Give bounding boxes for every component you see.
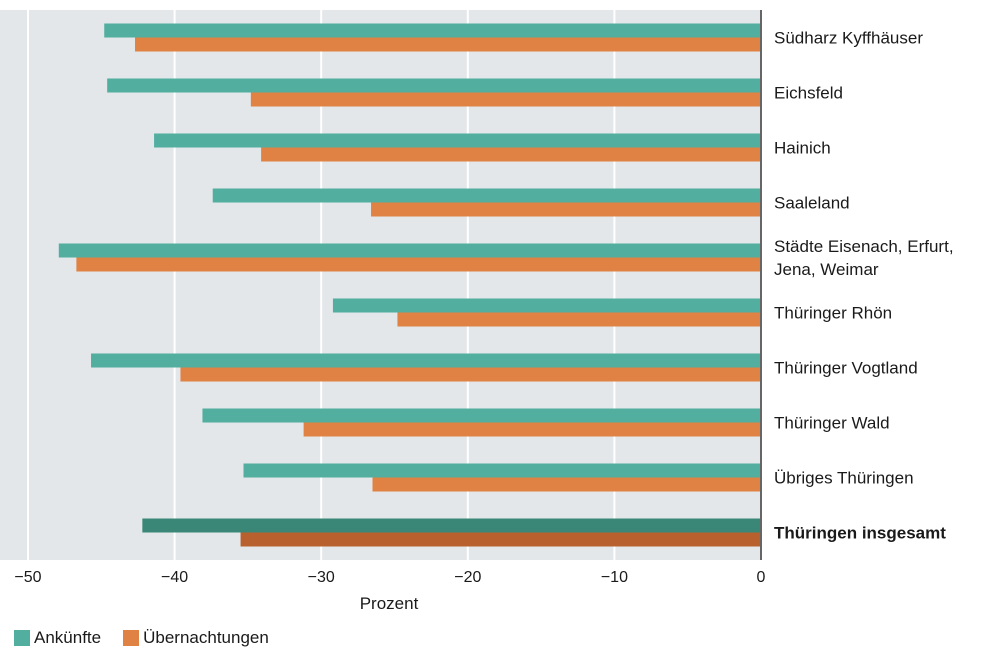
bar-uebernachtungen <box>372 477 761 492</box>
bar-ankuenfte <box>104 23 762 38</box>
category-label: Saaleland <box>774 194 850 213</box>
bar-ankuenfte <box>243 463 761 478</box>
category-label: Hainich <box>774 139 831 158</box>
bar-ankuenfte <box>107 78 761 93</box>
x-tick-label: −30 <box>308 569 335 586</box>
bar-uebernachtungen <box>303 422 761 437</box>
bar-ankuenfte <box>91 353 761 368</box>
bar-uebernachtungen <box>250 92 761 107</box>
bar-ankuenfte <box>58 243 761 258</box>
bar-uebernachtungen <box>76 257 762 272</box>
bar-uebernachtungen <box>261 147 761 162</box>
category-label: Südharz Kyffhäuser <box>774 29 923 48</box>
legend-label-ankuenfte: Ankünfte <box>34 628 102 647</box>
bar-ankuenfte <box>154 133 762 148</box>
x-tick-label: −50 <box>14 569 41 586</box>
bar-uebernachtungen <box>135 37 761 52</box>
x-tick-label: 0 <box>757 569 766 586</box>
bar-ankuenfte <box>332 298 761 313</box>
category-label: Jena, Weimar <box>774 260 879 279</box>
x-tick-label: −10 <box>601 569 628 586</box>
category-label: Thüringer Wald <box>774 414 890 433</box>
bar-ankuenfte <box>202 408 762 423</box>
category-label: Eichsfeld <box>774 84 843 103</box>
category-label: Thüringer Vogtland <box>774 359 918 378</box>
x-axis-label: Prozent <box>360 594 419 613</box>
legend: Ankünfte Übernachtungen <box>14 628 269 648</box>
bar-ankuenfte <box>142 518 761 533</box>
legend-item-ankuenfte: Ankünfte <box>14 628 101 648</box>
bar-uebernachtungen <box>371 202 761 217</box>
category-label: Thüringer Rhön <box>774 304 892 323</box>
legend-swatch-uebernachtungen <box>123 630 140 646</box>
legend-item-uebernachtungen: Übernachtungen <box>123 628 269 648</box>
legend-label-uebernachtungen: Übernachtungen <box>143 628 269 647</box>
bar-uebernachtungen <box>240 532 761 547</box>
bar-ankuenfte <box>212 188 761 203</box>
category-label: Thüringen insgesamt <box>774 524 946 543</box>
x-tick-label: −40 <box>161 569 188 586</box>
x-tick-label: −20 <box>454 569 481 586</box>
bar-uebernachtungen <box>180 367 762 382</box>
bar-uebernachtungen <box>397 312 761 327</box>
legend-swatch-ankuenfte <box>14 630 30 646</box>
category-label: Übriges Thüringen <box>774 469 914 488</box>
category-label: Städte Eisenach, Erfurt, <box>774 237 954 256</box>
